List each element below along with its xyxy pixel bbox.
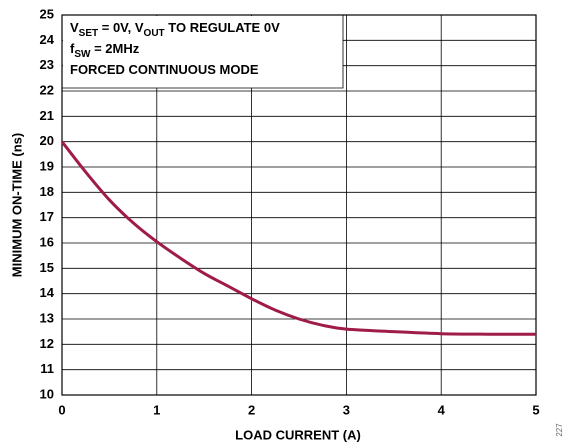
annotation-part: = 2MHz (90, 41, 139, 56)
x-tick-label: 5 (532, 402, 539, 417)
y-tick-label: 12 (40, 336, 54, 351)
annotation: fSW = 2MHz (70, 41, 140, 59)
x-tick-label: 2 (248, 402, 255, 417)
y-tick-label: 18 (40, 184, 54, 199)
y-tick-label: 25 (40, 6, 54, 21)
y-tick-label: 13 (40, 310, 54, 325)
x-tick-label: 0 (58, 402, 65, 417)
annotation: FORCED CONTINUOUS MODE (70, 62, 259, 77)
annotation-part: TO REGULATE 0V (165, 20, 280, 35)
annotation-part: SW (74, 49, 91, 60)
y-tick-label: 10 (40, 386, 54, 401)
y-tick-label: 22 (40, 82, 54, 97)
annotation-box (63, 16, 343, 88)
y-tick-label: 23 (40, 57, 54, 72)
annotation-part: FORCED CONTINUOUS MODE (70, 62, 259, 77)
y-tick-label: 21 (40, 108, 54, 123)
y-tick-label: 14 (40, 285, 55, 300)
y-tick-label: 19 (40, 158, 54, 173)
x-tick-label: 4 (438, 402, 446, 417)
y-tick-label: 15 (40, 260, 54, 275)
annotation-part: V (70, 20, 79, 35)
data-line (60, 140, 537, 336)
figure-id: 227 (555, 423, 564, 437)
annotation-border (62, 15, 344, 89)
y-tick-label: 20 (40, 133, 54, 148)
annotation: VSET = 0V, VOUT TO REGULATE 0V (70, 20, 280, 38)
annotation-part: = 0V, V (98, 20, 144, 35)
annotation-part: OUT (144, 28, 165, 39)
x-axis-label: LOAD CURRENT (A) (235, 427, 361, 442)
y-tick-label: 24 (40, 32, 55, 47)
y-tick-label: 16 (40, 234, 54, 249)
x-tick-label: 1 (153, 402, 160, 417)
y-axis-label: MINIMUM ON-TIME (ns) (9, 133, 24, 277)
annotation-part: f (70, 41, 75, 56)
x-tick-label: 3 (343, 402, 350, 417)
y-tick-label: 11 (40, 361, 54, 376)
y-tick-label: 17 (40, 209, 54, 224)
annotation-part: SET (79, 28, 98, 39)
plot-frame (61, 14, 537, 396)
